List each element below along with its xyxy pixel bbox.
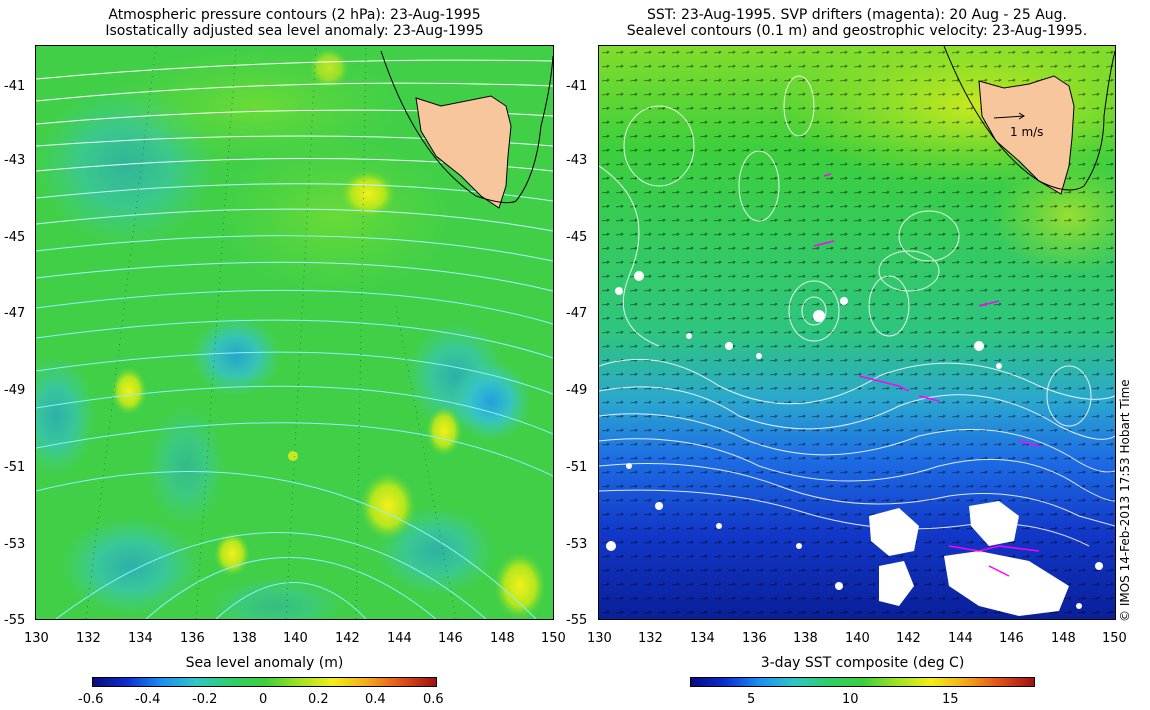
lat-label: -45 bbox=[566, 230, 588, 245]
colorbar-tick: 15 bbox=[942, 692, 959, 707]
sst-map bbox=[598, 45, 1116, 620]
lon-label: 138 bbox=[793, 631, 818, 646]
lat-label: -49 bbox=[566, 383, 588, 398]
tasmania-land-sst bbox=[978, 75, 1075, 195]
lon-label: 142 bbox=[896, 631, 921, 646]
sealevel-contours bbox=[599, 75, 1115, 547]
sea-level-colorbar bbox=[92, 677, 437, 687]
colorbar-tick: 0 bbox=[259, 692, 268, 707]
lat-label: -55 bbox=[4, 613, 26, 628]
lat-label: -43 bbox=[566, 153, 588, 168]
colorbar-tick: 5 bbox=[747, 692, 756, 707]
lat-label: -53 bbox=[566, 537, 588, 552]
lat-label: -47 bbox=[566, 306, 588, 321]
lat-label: -51 bbox=[566, 460, 588, 475]
colorbar-tick: -0.6 bbox=[78, 692, 104, 707]
left-title-line2: Isostatically adjusted sea level anomaly… bbox=[105, 23, 484, 39]
lon-label: 130 bbox=[24, 631, 49, 646]
left-map-title: Atmospheric pressure contours (2 hPa): 2… bbox=[35, 7, 554, 39]
lat-label: -55 bbox=[566, 613, 588, 628]
velocity-scale-arrow bbox=[993, 112, 1025, 120]
colorbar-tick: -0.2 bbox=[192, 692, 218, 707]
lat-label: -43 bbox=[4, 153, 26, 168]
colorbar-tick: -0.4 bbox=[135, 692, 161, 707]
lat-label: -41 bbox=[566, 79, 588, 94]
right-map-title: SST: 23-Aug-1995. SVP drifters (magenta)… bbox=[598, 7, 1116, 39]
colorbar-tick: 0.4 bbox=[365, 692, 386, 707]
lon-label: 134 bbox=[690, 631, 715, 646]
lon-label: 150 bbox=[1102, 631, 1127, 646]
lon-label: 132 bbox=[76, 631, 101, 646]
sea-level-anomaly-map bbox=[35, 45, 554, 620]
lat-label: -41 bbox=[4, 79, 26, 94]
lon-label: 136 bbox=[742, 631, 767, 646]
copyright-label: © IMOS 14-Feb-2013 17:53 Hobart Time bbox=[1118, 379, 1132, 622]
colorbar-tick: 10 bbox=[842, 692, 859, 707]
sst-colorbar bbox=[690, 677, 1035, 687]
lon-label: 142 bbox=[335, 631, 360, 646]
lon-label: 146 bbox=[438, 631, 463, 646]
lon-label: 140 bbox=[283, 631, 308, 646]
lon-label: 134 bbox=[128, 631, 153, 646]
svp-drifter-tracks bbox=[813, 173, 1040, 577]
lon-label: 146 bbox=[999, 631, 1024, 646]
left-colorbar-title: Sea level anomaly (m) bbox=[185, 655, 344, 671]
lon-label: 136 bbox=[180, 631, 205, 646]
anomaly-high bbox=[340, 170, 396, 218]
colorbar-tick: 0.6 bbox=[423, 692, 444, 707]
lon-label: 138 bbox=[232, 631, 257, 646]
lon-label: 148 bbox=[1051, 631, 1076, 646]
lat-label: -45 bbox=[4, 230, 26, 245]
lon-label: 144 bbox=[948, 631, 973, 646]
lat-label: -53 bbox=[4, 537, 26, 552]
lon-label: 132 bbox=[638, 631, 663, 646]
lon-label: 150 bbox=[541, 631, 566, 646]
colorbar-tick: 0.2 bbox=[308, 692, 329, 707]
left-title-line1: Atmospheric pressure contours (2 hPa): 2… bbox=[108, 7, 481, 23]
lon-label: 130 bbox=[587, 631, 612, 646]
right-title-line2: Sealevel contours (0.1 m) and geostrophi… bbox=[626, 23, 1088, 39]
lon-label: 148 bbox=[490, 631, 515, 646]
velocity-scale-label: 1 m/s bbox=[1010, 125, 1044, 139]
tasmania-land bbox=[415, 95, 512, 209]
lon-label: 144 bbox=[387, 631, 412, 646]
right-title-line1: SST: 23-Aug-1995. SVP drifters (magenta)… bbox=[647, 7, 1067, 23]
cloud-gaps bbox=[606, 271, 1103, 616]
lat-label: -47 bbox=[4, 306, 26, 321]
lat-label: -51 bbox=[4, 460, 26, 475]
lon-label: 140 bbox=[845, 631, 870, 646]
lat-label: -49 bbox=[4, 383, 26, 398]
right-colorbar-title: 3-day SST composite (deg C) bbox=[760, 655, 965, 671]
